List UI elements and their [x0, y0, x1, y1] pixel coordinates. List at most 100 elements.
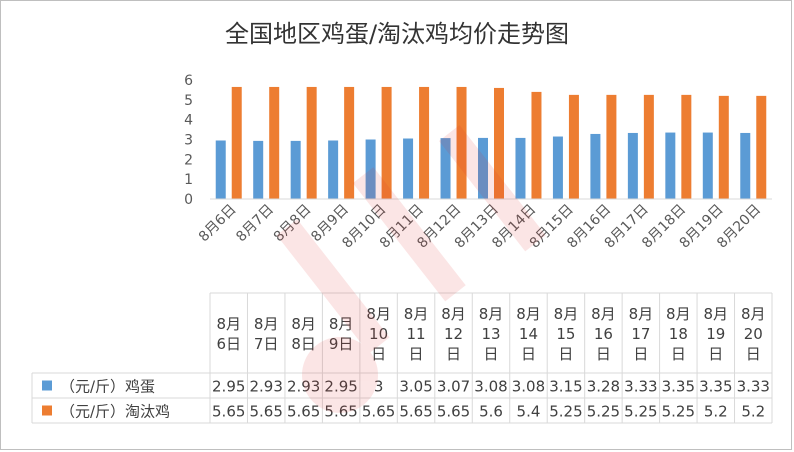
y-tick-label: 1 [184, 172, 193, 188]
table-header-cell: 16 [594, 325, 613, 343]
bar-hen [643, 94, 654, 199]
bar-egg [253, 140, 264, 199]
bar-egg [665, 132, 676, 199]
bar-egg [740, 132, 751, 199]
legend-key-egg [42, 380, 52, 391]
table-value-hen: 5.65 [437, 403, 470, 421]
table-header-cell: 日 [671, 345, 686, 363]
bar-hen [419, 86, 430, 199]
table-value-egg: 3.15 [549, 378, 582, 396]
y-tick-label: 5 [184, 93, 193, 109]
table-value-egg: 2.93 [249, 378, 282, 396]
y-tick-label: 2 [184, 152, 193, 168]
table-value-hen: 5.2 [741, 403, 765, 421]
table-header-cell: 8月 [741, 305, 766, 323]
legend-label-hen: （元/斤）淘汰鸡 [60, 403, 170, 421]
bar-hen [681, 94, 692, 199]
table-header-cell: 8月 [441, 305, 466, 323]
table-value-egg: 3.07 [437, 378, 470, 396]
table-header-cell: 8月 [366, 305, 391, 323]
table-header-cell: 日 [521, 345, 536, 363]
table-value-hen: 5.65 [249, 403, 282, 421]
table-header-cell: 日 [596, 345, 611, 363]
table-header-cell: 日 [446, 345, 461, 363]
bar-egg [590, 133, 601, 199]
y-tick-label: 0 [184, 192, 193, 208]
table-value-egg: 3.28 [587, 378, 620, 396]
table-header-cell: 8月 [404, 305, 429, 323]
table-header-cell: 8月 [591, 305, 616, 323]
bar-egg [290, 140, 301, 199]
table-header-cell: 9日 [329, 335, 354, 353]
bar-egg [478, 137, 488, 199]
table-header-cell: 8月 [666, 305, 691, 323]
table-header-cell: 15 [556, 325, 575, 343]
table-value-egg: 2.93 [287, 378, 320, 396]
x-tick-label: 8月8日 [271, 202, 315, 246]
chart-title: 全国地区鸡蛋/淘汰鸡均价走势图 [224, 20, 570, 48]
bar-hen [344, 86, 355, 199]
y-tick-label: 3 [184, 133, 193, 149]
table-header-cell: 13 [481, 325, 500, 343]
table-header-cell: 日 [746, 345, 761, 363]
bar-hen [718, 95, 729, 199]
legend-key-hen [42, 405, 52, 416]
table-header-cell: 8月 [216, 315, 241, 333]
table-header-cell: 8月 [254, 315, 279, 333]
table-header-cell: 6日 [216, 335, 241, 353]
table-header-cell: 8日 [291, 335, 316, 353]
table-value-hen: 5.25 [624, 403, 657, 421]
table-header-cell: 10 [369, 325, 388, 343]
table-value-egg: 3.35 [662, 378, 695, 396]
table-header-cell: 日 [483, 345, 498, 363]
table-header-cell: 8月 [329, 315, 354, 333]
table-value-egg: 3.08 [474, 378, 507, 396]
table-value-egg: 3 [374, 378, 384, 396]
table-value-egg: 3.33 [624, 378, 657, 396]
table-value-hen: 5.25 [662, 403, 695, 421]
table-value-hen: 5.65 [399, 403, 432, 421]
bar-egg [403, 138, 414, 199]
bar-hen [269, 86, 280, 199]
table-value-egg: 2.95 [324, 378, 357, 396]
table-header-cell: 7日 [254, 335, 279, 353]
x-tick-label: 8月7日 [233, 202, 277, 246]
table-value-hen: 5.2 [704, 403, 728, 421]
table-header-cell: 日 [708, 345, 723, 363]
bar-hen [456, 86, 467, 199]
bar-egg [365, 139, 376, 199]
bar-egg [627, 132, 638, 199]
table-value-egg: 3.35 [699, 378, 732, 396]
table-value-egg: 3.05 [399, 378, 432, 396]
bar-hen [494, 87, 504, 199]
table-value-hen: 5.4 [517, 403, 541, 421]
table-header-cell: 8月 [704, 305, 729, 323]
bar-egg [702, 132, 713, 199]
bar-hen [606, 94, 617, 199]
table-value-egg: 2.95 [212, 378, 245, 396]
table-header-cell: 8月 [479, 305, 504, 323]
table-header-cell: 8月 [629, 305, 654, 323]
bar-egg [552, 136, 563, 199]
table-header-cell: 8月 [516, 305, 541, 323]
table-value-hen: 5.65 [324, 403, 357, 421]
table-header-cell: 14 [519, 325, 538, 343]
bar-egg [440, 138, 451, 199]
table-header-cell: 日 [371, 345, 386, 363]
table-header-cell: 8月 [291, 315, 316, 333]
y-tick-label: 6 [184, 73, 193, 89]
y-tick-label: 4 [184, 113, 193, 129]
table-value-hen: 5.25 [587, 403, 620, 421]
bar-hen [756, 95, 767, 199]
table-value-egg: 3.33 [737, 378, 770, 396]
table-value-hen: 5.6 [479, 403, 503, 421]
bar-egg [515, 137, 526, 199]
x-tick-label: 8月6日 [196, 202, 240, 246]
table-header-cell: 18 [669, 325, 688, 343]
table-value-hen: 5.65 [362, 403, 395, 421]
table-header-cell: 17 [631, 325, 650, 343]
bar-egg [328, 140, 339, 199]
table-header-cell: 8月 [554, 305, 579, 323]
